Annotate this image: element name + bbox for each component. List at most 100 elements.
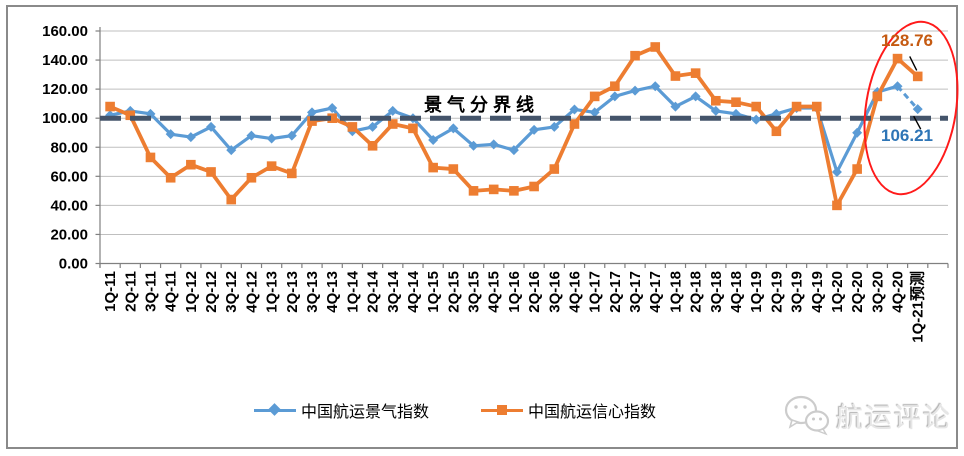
- chart-legend: 中国航运景气指数 中国航运信心指数: [100, 398, 810, 422]
- diamond-marker: [589, 107, 600, 118]
- x-axis-tick-label: 3Q-11: [142, 271, 159, 312]
- square-marker: [872, 91, 883, 102]
- square-marker: [771, 126, 782, 137]
- diamond-marker: [307, 107, 317, 118]
- annotation-arrow-confidence: [909, 56, 918, 71]
- x-axis-tick-label: 4Q-19: [809, 271, 826, 313]
- x-axis-tick-label: 1Q-21预测: [909, 271, 927, 343]
- square-marker: [347, 122, 358, 132]
- square-marker: [690, 68, 701, 78]
- square-marker: [569, 119, 580, 129]
- y-axis-tick-label: 80.00: [50, 139, 88, 156]
- y-axis-tick-label: 140.00: [42, 52, 88, 69]
- x-axis-tick-label: 3Q-18: [708, 271, 725, 313]
- x-axis-tick-label: 3Q-14: [385, 270, 402, 312]
- diamond-marker: [912, 104, 923, 115]
- x-axis-tick-label: 1Q-17: [587, 271, 604, 313]
- forecast-dashed-segment: [896, 85, 919, 111]
- square-marker: [751, 101, 761, 112]
- x-axis-tick-label: 4Q-16: [566, 271, 583, 313]
- threshold-line-label: 景气分界线: [424, 95, 539, 115]
- confidence-series-marker-icon: [481, 404, 523, 416]
- x-axis-tick-label: 3Q-13: [304, 271, 321, 313]
- x-axis-tick-label: 1Q-16: [506, 271, 523, 313]
- x-axis-tick-label: 1Q-12: [183, 271, 200, 313]
- x-axis-tick-label: 1Q-18: [667, 271, 684, 313]
- x-axis-tick-label: 4Q-17: [647, 271, 664, 313]
- diamond-marker: [387, 105, 398, 116]
- square-marker: [125, 110, 136, 121]
- diamond-marker: [630, 85, 641, 96]
- diamond-marker: [468, 140, 479, 151]
- x-axis-tick-label: 4Q-13: [324, 271, 341, 313]
- annotation-arrow-prosperity: [913, 115, 922, 130]
- diamond-marker: [226, 145, 237, 156]
- diamond-marker: [448, 123, 459, 134]
- square-marker: [307, 116, 317, 126]
- diamond-marker: [327, 103, 338, 114]
- x-axis-tick-label: 3Q-20: [869, 271, 886, 313]
- diamond-marker: [710, 105, 721, 116]
- square-marker: [610, 81, 620, 92]
- square-marker: [589, 91, 600, 102]
- square-marker: [529, 181, 539, 192]
- diamond-marker: [367, 121, 378, 132]
- square-marker: [165, 172, 176, 183]
- watermark-text: 航运评论: [836, 402, 952, 433]
- square-marker: [731, 97, 741, 108]
- x-axis-tick-label: 4Q-14: [405, 270, 422, 312]
- y-axis-tick-label: 100.00: [42, 110, 88, 127]
- square-marker: [468, 186, 479, 196]
- confidence-index-line: [109, 45, 919, 208]
- diamond-marker: [165, 129, 176, 140]
- x-axis-tick-label: 1Q-15: [425, 271, 442, 313]
- y-axis-tick-label: 0.00: [59, 256, 88, 273]
- x-axis-tick-label: 4Q-20: [890, 271, 907, 313]
- square-marker: [287, 168, 297, 179]
- x-axis-tick-label: 4Q-12: [243, 271, 260, 313]
- shipping-index-line-chart: 0.00 20.00 40.00 60.00 80.00 100.00 120.00 140.…: [42, 23, 949, 343]
- x-axis-tick-label: 1Q-13: [264, 271, 281, 313]
- diamond-marker: [185, 132, 196, 143]
- diamond-marker: [529, 124, 540, 135]
- diamond-marker: [266, 133, 277, 144]
- square-marker: [367, 140, 378, 151]
- square-marker: [912, 71, 923, 82]
- x-axis-tick-label: 3Q-15: [466, 271, 483, 313]
- x-axis-tick-label: 2Q-18: [688, 271, 705, 313]
- legend-label-confidence: 中国航运信心指数: [528, 404, 657, 421]
- prosperity-forecast-value-label: 106.21: [881, 126, 933, 145]
- y-axis-tick-label: 40.00: [50, 197, 88, 214]
- diamond-marker: [852, 127, 863, 138]
- x-axis-tick-label: 2Q-19: [768, 271, 785, 313]
- shipping-review-watermark: 航运评论: [782, 393, 952, 437]
- square-marker: [408, 123, 418, 134]
- diamond-marker: [286, 130, 297, 141]
- x-axis-tick-label: 4Q-18: [728, 271, 745, 313]
- square-marker: [509, 186, 519, 196]
- diamond-marker: [690, 91, 701, 102]
- diamond-marker: [751, 114, 762, 125]
- x-axis-tick-label: 1Q-20: [829, 271, 846, 313]
- square-marker: [711, 95, 721, 106]
- square-marker: [186, 159, 196, 170]
- y-axis-tick-label: 20.00: [50, 226, 88, 243]
- wechat-chat-bubbles-icon: [784, 395, 830, 436]
- y-axis-tick-label: 160.00: [42, 23, 88, 40]
- diamond-marker: [246, 130, 257, 141]
- x-axis-tick-label: 4Q-15: [486, 271, 503, 313]
- x-axis-tick-label: 3Q-19: [789, 271, 806, 313]
- legend-item-confidence-index: 中国航运信心指数: [481, 398, 656, 422]
- square-marker: [650, 42, 661, 52]
- y-axis-tick-label: 120.00: [42, 81, 88, 98]
- diamond-marker: [549, 121, 560, 132]
- square-marker: [428, 162, 438, 173]
- x-axis-tick-label: 3Q-17: [627, 271, 644, 313]
- square-marker: [448, 164, 459, 174]
- x-axis-tick-label: 1Q-14: [344, 270, 361, 312]
- diamond-marker: [892, 81, 903, 92]
- square-marker: [791, 101, 802, 112]
- x-axis-tick-label: 2Q-15: [445, 271, 462, 313]
- x-axis-tick-label: 1Q-11: [102, 271, 119, 312]
